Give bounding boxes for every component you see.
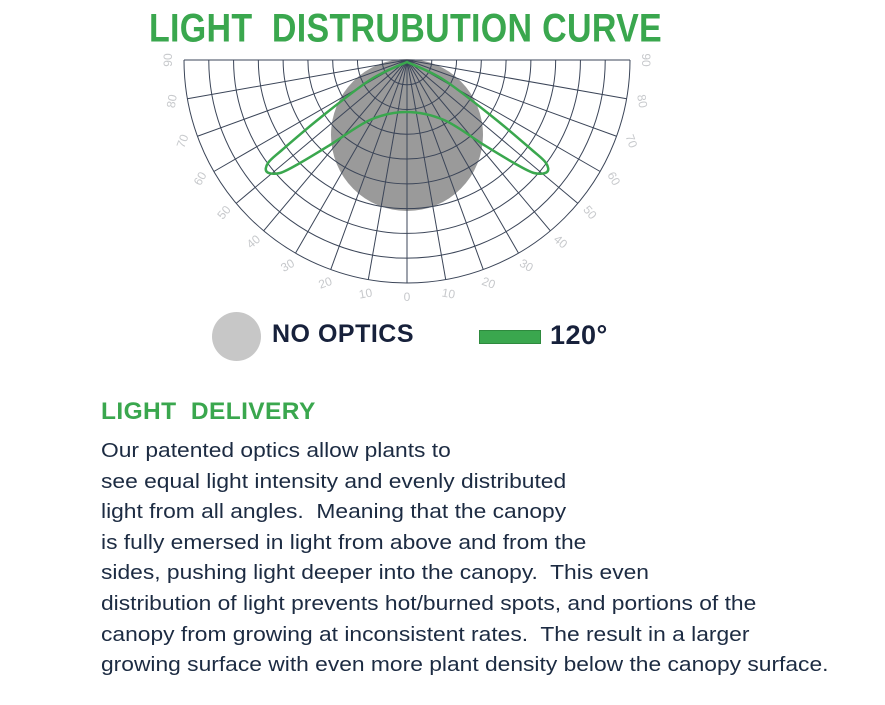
svg-text:20: 20 (480, 274, 498, 292)
svg-text:60: 60 (191, 169, 210, 188)
svg-text:50: 50 (214, 203, 234, 222)
svg-text:80: 80 (164, 93, 180, 109)
svg-text:0: 0 (404, 290, 411, 304)
svg-text:40: 40 (551, 232, 570, 252)
svg-text:80: 80 (634, 93, 650, 109)
svg-text:90: 90 (161, 53, 175, 67)
svg-text:90: 90 (639, 53, 653, 67)
svg-text:70: 70 (174, 132, 192, 150)
svg-text:20: 20 (317, 274, 335, 292)
svg-text:60: 60 (604, 169, 623, 188)
svg-text:30: 30 (278, 256, 297, 275)
svg-text:10: 10 (358, 285, 374, 301)
svg-text:40: 40 (244, 232, 263, 252)
svg-text:10: 10 (441, 286, 457, 302)
svg-text:30: 30 (517, 256, 536, 275)
svg-text:50: 50 (580, 203, 600, 222)
svg-text:70: 70 (623, 132, 641, 150)
